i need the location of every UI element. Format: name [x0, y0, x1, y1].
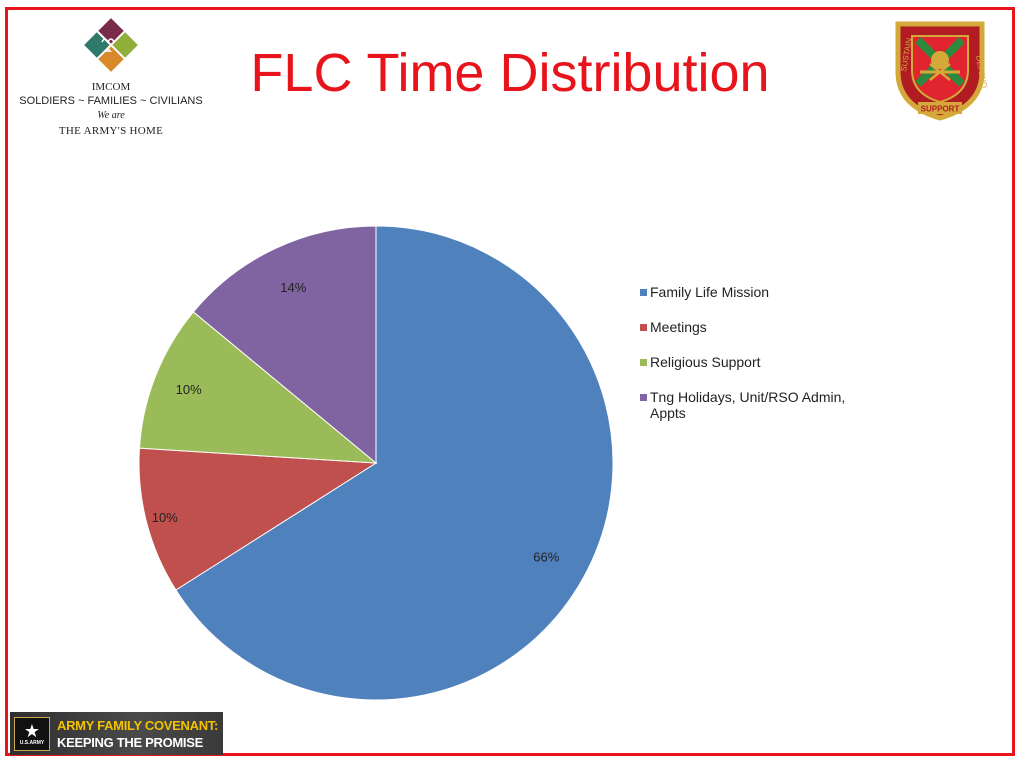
imcom-we-are: We are	[97, 110, 125, 121]
badge-label: U.S.ARMY	[19, 740, 45, 746]
data-label-meetings: 10%	[152, 510, 178, 525]
banner-line-2: KEEPING THE PROMISE	[57, 735, 203, 750]
imcom-name: IMCOM	[91, 81, 131, 93]
slide-border	[5, 7, 1015, 756]
legend-item-tng-holidays: Tng Holidays, Unit/RSO Admin, Appts	[640, 389, 880, 421]
star-icon: ★	[23, 721, 41, 741]
legend-label: Family Life Mission	[650, 284, 770, 300]
pie-slice-religious-support	[138, 311, 378, 464]
imcom-tagline: IMCOM SOLDIERS ~ FAMILIES ~ CIVILIANS We…	[0, 80, 222, 138]
legend-item-family-life-mission: Family Life Mission	[640, 284, 880, 300]
pie-slice-tng-holidays	[192, 225, 377, 465]
legend-label: Meetings	[650, 319, 707, 335]
legend-item-religious-support: Religious Support	[640, 354, 880, 370]
imcom-motto: SOLDIERS ~ FAMILIES ~ CIVILIANS	[19, 95, 203, 107]
data-label-family-life-mission: 66%	[533, 550, 559, 565]
legend-swatch	[640, 289, 647, 296]
page-title: FLC Time Distribution	[250, 43, 770, 103]
legend-label: Tng Holidays, Unit/RSO Admin, Appts	[650, 389, 846, 421]
imcom-logo-icon	[84, 18, 138, 72]
legend-swatch	[640, 359, 647, 366]
army-star-badge: ★ U.S.ARMY	[14, 717, 50, 751]
data-label-religious-support: 10%	[176, 382, 202, 397]
chart-legend: Family Life Mission Meetings Religious S…	[640, 284, 880, 440]
legend-label: Religious Support	[650, 354, 761, 370]
legend-item-meetings: Meetings	[640, 319, 880, 335]
banner-line-1: ARMY FAMILY COVENANT:	[57, 718, 219, 733]
legend-swatch	[640, 324, 647, 331]
army-crest-icon: SUSTAIN DEFEND SUPPORT	[895, 21, 989, 121]
pie-slice-meetings	[138, 447, 378, 591]
svg-text:SUPPORT: SUPPORT	[921, 105, 960, 114]
army-family-covenant-banner: ★ U.S.ARMY ARMY FAMILY COVENANT: KEEPING…	[10, 712, 223, 755]
imcom-armys-home: THE ARMY'S HOME	[58, 125, 164, 137]
legend-swatch	[640, 394, 647, 401]
pie-slice-family-life-mission	[175, 225, 614, 701]
data-label-tng-holidays: 14%	[280, 280, 306, 295]
